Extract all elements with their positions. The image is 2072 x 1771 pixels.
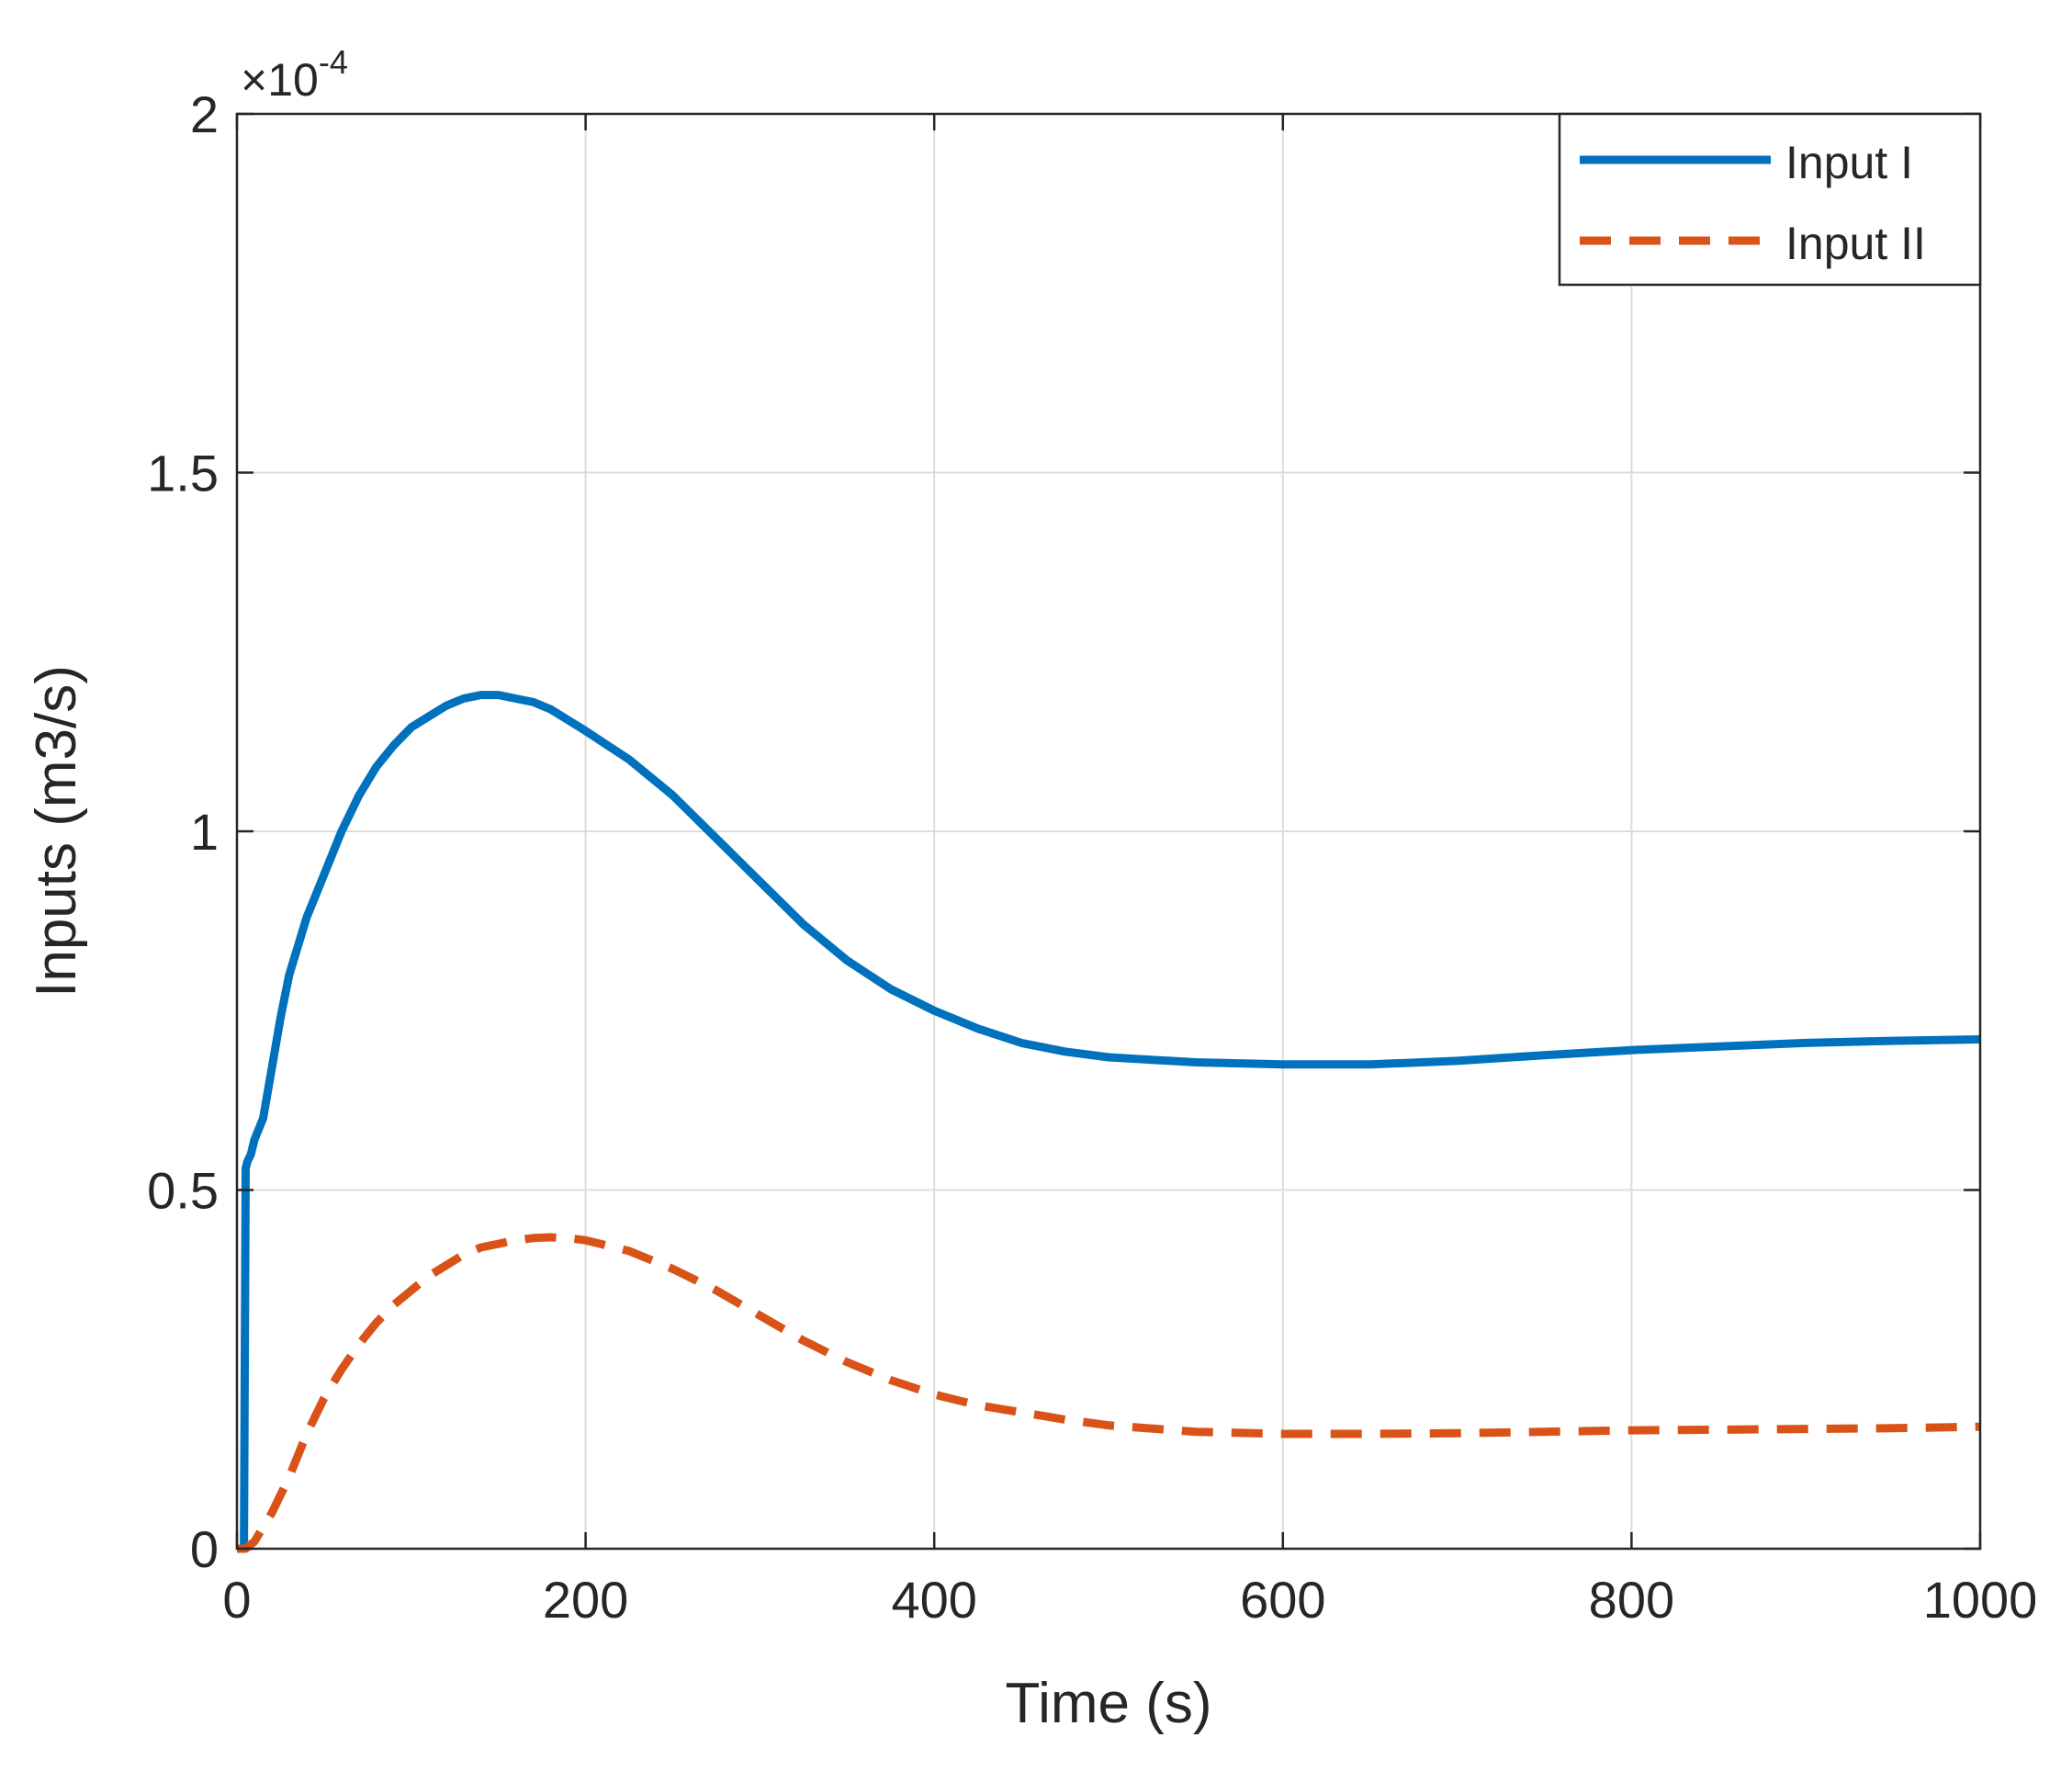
y-exponent-base: ×10 bbox=[241, 54, 319, 106]
y-tick-label: 1 bbox=[190, 803, 219, 861]
x-tick-label: 0 bbox=[222, 1571, 251, 1629]
x-tick-label: 800 bbox=[1589, 1571, 1674, 1629]
y-tick-label: 2 bbox=[190, 85, 219, 143]
x-tick-label: 600 bbox=[1240, 1571, 1325, 1629]
y-tick-label: 1.5 bbox=[147, 445, 219, 502]
y-tick-labels: 0 0.5 1 1.5 2 bbox=[147, 85, 219, 1578]
series-line-input-i bbox=[237, 691, 1981, 1553]
series-layer bbox=[237, 691, 1981, 1553]
y-exponent-power: -4 bbox=[319, 43, 348, 81]
y-tick-label: 0 bbox=[190, 1520, 219, 1578]
x-axis-label: Time (s) bbox=[1006, 1672, 1212, 1735]
y-tick-label: 0.5 bbox=[147, 1162, 219, 1220]
legend-box bbox=[1558, 112, 1982, 287]
y-axis-label: Inputs (m3/s) bbox=[25, 665, 88, 998]
y-exponent-label: ×10-4 bbox=[241, 43, 348, 106]
y-grid bbox=[237, 471, 1980, 1191]
legend-label-input-i: Input I bbox=[1785, 137, 1913, 188]
legend-label-input-ii: Input II bbox=[1785, 218, 1926, 269]
x-tick-label: 1000 bbox=[1923, 1571, 2038, 1629]
legend: Input I Input II bbox=[1558, 112, 1982, 287]
series-line-input-ii bbox=[237, 1233, 1981, 1553]
x-tick-labels: 0 200 400 600 800 1000 bbox=[222, 1571, 2037, 1629]
x-tick-label: 400 bbox=[891, 1571, 976, 1629]
x-tick-label: 200 bbox=[543, 1571, 628, 1629]
